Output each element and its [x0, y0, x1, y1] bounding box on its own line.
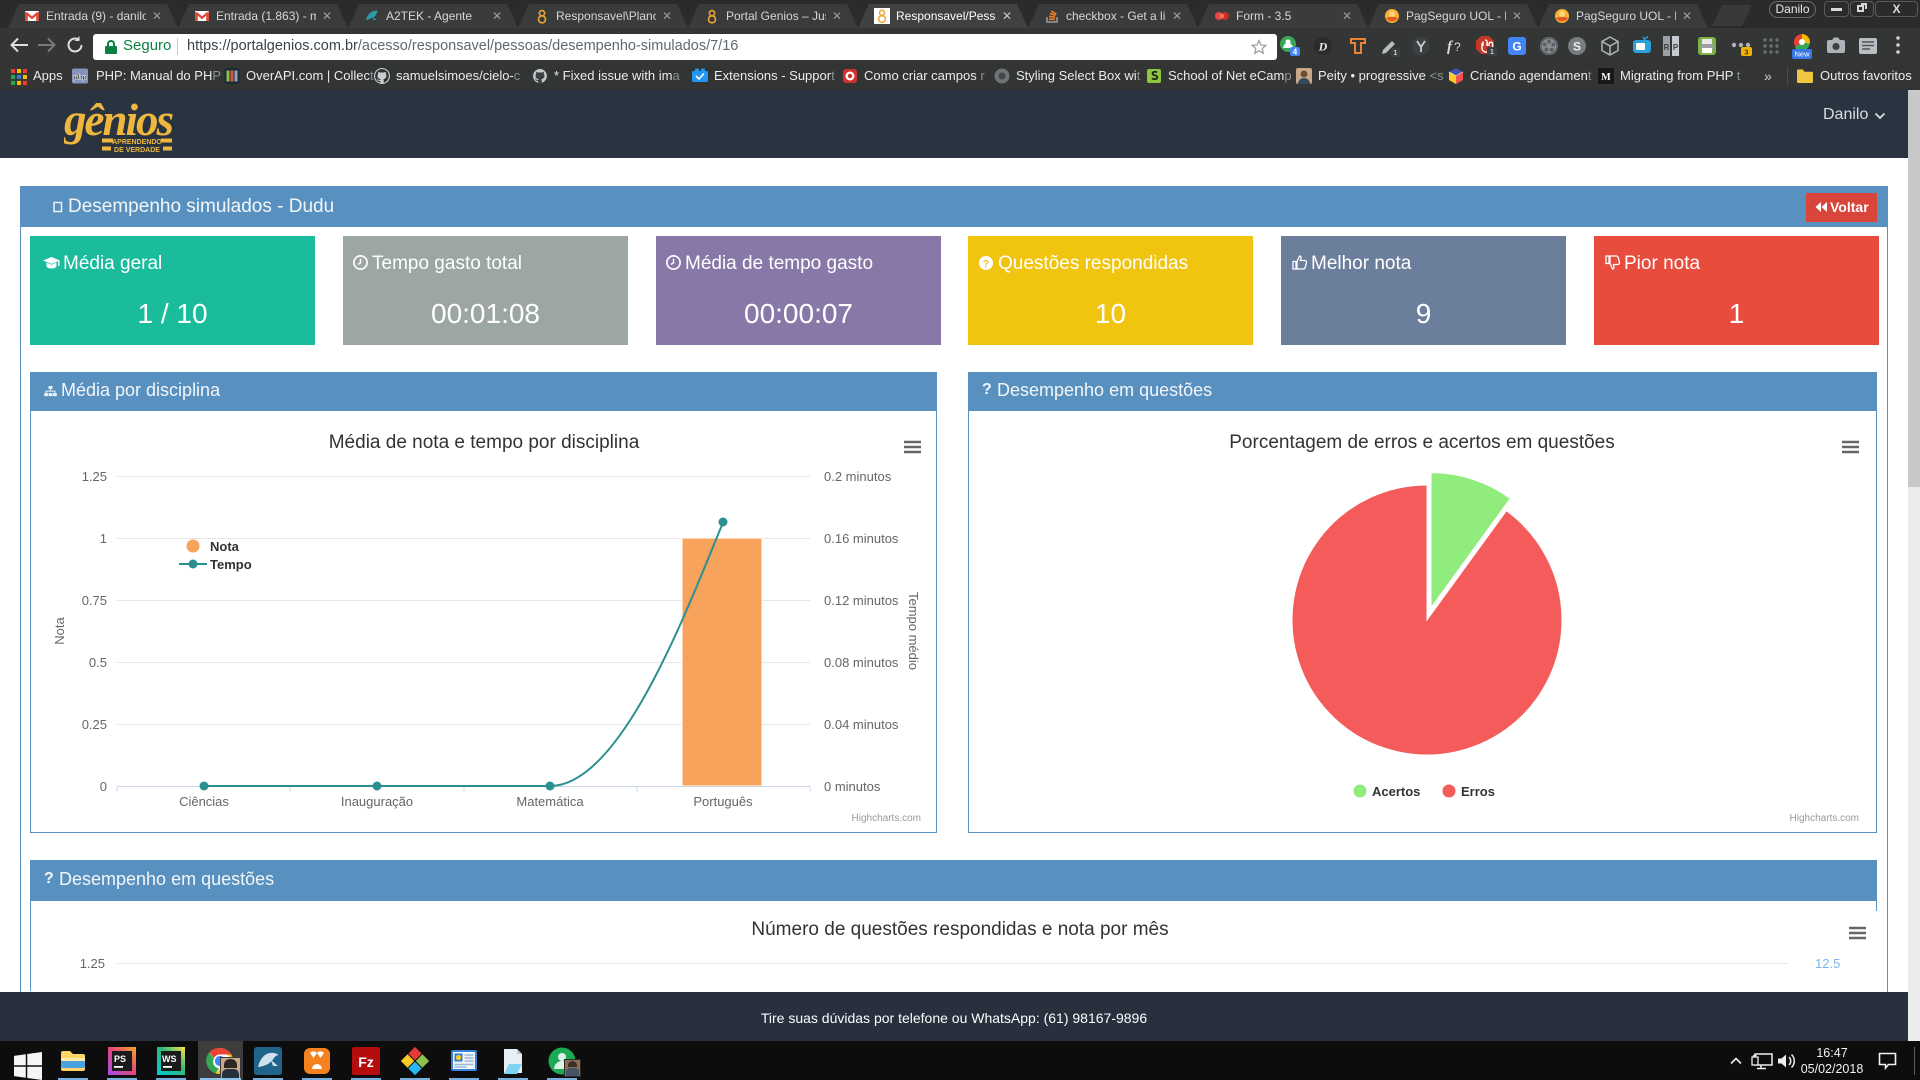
svg-text:Fz: Fz — [358, 1054, 374, 1070]
svg-text:0.75: 0.75 — [82, 593, 107, 608]
svg-text:0.5: 0.5 — [89, 655, 107, 670]
svg-text:4: 4 — [1293, 48, 1298, 57]
svg-text:12.5: 12.5 — [1815, 956, 1840, 971]
svg-text:PS: PS — [114, 1054, 126, 1064]
svg-text:R: R — [1664, 43, 1670, 52]
svg-text:D: D — [1318, 40, 1328, 54]
svg-text:Porcentagem de erros e acertos: Porcentagem de erros e acertos em questõ… — [1229, 432, 1614, 453]
svg-text:Highcharts.com: Highcharts.com — [852, 813, 921, 824]
svg-text:Nota: Nota — [210, 539, 240, 554]
svg-text:Erros: Erros — [1461, 784, 1495, 799]
svg-text:APRENDENDO: APRENDENDO — [112, 139, 162, 146]
svg-text:0.08 minutos: 0.08 minutos — [824, 655, 899, 670]
svg-text:Ciências: Ciências — [179, 794, 229, 809]
svg-text:f: f — [1447, 39, 1454, 55]
svg-text:New: New — [1794, 50, 1810, 59]
svg-text:0.12 minutos: 0.12 minutos — [824, 593, 899, 608]
svg-text:1: 1 — [1490, 47, 1494, 56]
svg-text:Inauguração: Inauguração — [341, 794, 413, 809]
svg-text:1: 1 — [1393, 48, 1397, 57]
svg-text:1.25: 1.25 — [82, 469, 107, 484]
svg-text:WS: WS — [162, 1054, 177, 1064]
svg-text:gênios: gênios — [64, 95, 174, 145]
svg-text:Tempo médio: Tempo médio — [906, 592, 921, 670]
svg-text:0: 0 — [100, 779, 107, 794]
svg-text:P: P — [1673, 43, 1679, 52]
svg-text:Highcharts.com: Highcharts.com — [1790, 813, 1859, 824]
svg-text:DE VERDADE: DE VERDADE — [114, 147, 160, 154]
svg-text:1.25: 1.25 — [80, 956, 105, 971]
svg-text:0.25: 0.25 — [82, 717, 107, 732]
svg-text:?: ? — [1454, 40, 1461, 54]
svg-text:S: S — [1573, 40, 1581, 54]
svg-text:0.16 minutos: 0.16 minutos — [824, 531, 899, 546]
svg-text:Nota: Nota — [52, 617, 67, 645]
svg-text:1: 1 — [100, 531, 107, 546]
svg-text:Português: Português — [693, 794, 753, 809]
svg-text:0.04 minutos: 0.04 minutos — [824, 717, 899, 732]
svg-text:php: php — [73, 72, 87, 81]
svg-text:Matemática: Matemática — [516, 794, 584, 809]
svg-text:Número de questões respondidas: Número de questões respondidas e nota po… — [751, 919, 1168, 940]
svg-text:0 minutos: 0 minutos — [824, 779, 881, 794]
svg-text:M: M — [1601, 72, 1611, 83]
svg-text:0.2 minutos: 0.2 minutos — [824, 469, 892, 484]
svg-text:Tempo: Tempo — [210, 557, 252, 572]
svg-text:G: G — [1512, 40, 1521, 54]
svg-text:3: 3 — [1744, 48, 1748, 57]
svg-text:Acertos: Acertos — [1372, 784, 1420, 799]
svg-text:Média de nota e tempo por disc: Média de nota e tempo por disciplina — [329, 432, 640, 453]
svg-text:?: ? — [983, 258, 989, 270]
